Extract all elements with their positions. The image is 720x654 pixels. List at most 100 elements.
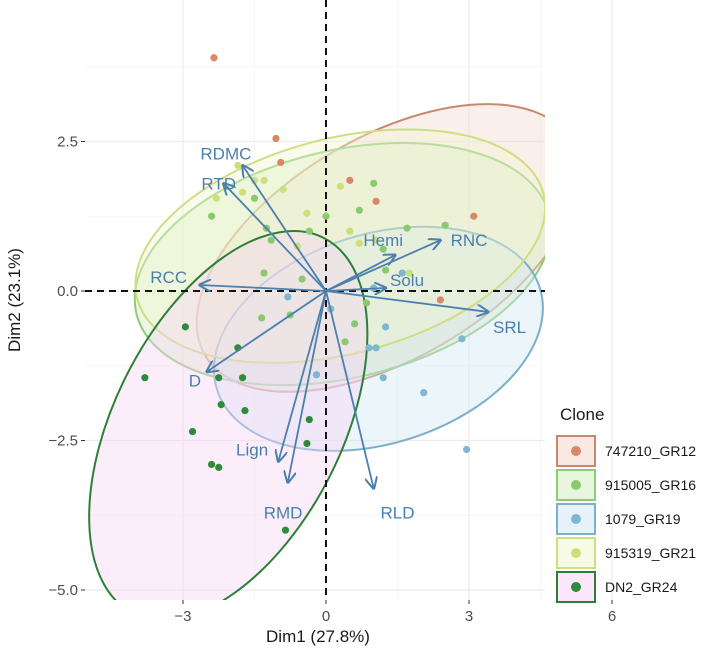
legend: Clone 747210_GR12 915005_GR16 1079_GR19 915… (556, 405, 696, 603)
y-tick-label: 0.0 (57, 283, 78, 300)
label-solu: Solu (390, 271, 424, 290)
point-DN2_GR24 (181, 323, 189, 331)
point-915005_GR16 (322, 212, 330, 220)
arrow-rnc (325, 240, 440, 292)
arrow-rtd (224, 183, 327, 292)
point-747210_GR12 (210, 54, 218, 62)
arrow-srl (325, 290, 488, 312)
label-rmd: RMD (264, 503, 303, 522)
point-DN2_GR24 (303, 439, 311, 448)
point-915005_GR16 (370, 179, 378, 187)
confidence-ellipses (88, 103, 545, 600)
point-915319_GR21 (336, 182, 344, 190)
arrow-rdmc (243, 165, 327, 292)
legend-point-747210_GR12 (571, 446, 581, 456)
point-915005_GR16 (260, 269, 268, 277)
point-747210_GR12 (470, 212, 478, 220)
point-DN2_GR24 (281, 526, 290, 534)
point-915319_GR21 (372, 236, 380, 244)
ellipse-DN2_GR24 (88, 230, 369, 600)
legend-key-915005_GR16 (556, 469, 596, 501)
point-1079_GR19 (463, 445, 471, 454)
point-915319_GR21 (260, 176, 268, 184)
point-915319_GR21 (212, 194, 220, 202)
label-d: D (189, 372, 201, 391)
point-DN2_GR24 (141, 374, 149, 382)
label-hemi: Hemi (363, 231, 403, 250)
legend-title: Clone (560, 405, 604, 424)
arrow-d (207, 290, 327, 372)
point-915319_GR21 (355, 239, 363, 247)
point-915005_GR16 (298, 275, 306, 283)
x-tick-label: −3 (174, 608, 191, 625)
label-rnc: RNC (451, 231, 488, 250)
label-srl: SRL (493, 318, 526, 337)
label-rld: RLD (380, 503, 414, 522)
point-1079_GR19 (365, 344, 373, 352)
variable-arrows: RDMC RTD Hemi RNC RCC Solu SRL D Lign RMD RLD (150, 144, 526, 522)
arrow-rld (325, 290, 374, 488)
point-915005_GR16 (441, 221, 449, 229)
point-915005_GR16 (362, 299, 371, 307)
legend-label-747210_GR12: 747210_GR12 (605, 443, 696, 459)
label-lign: Lign (236, 440, 268, 459)
legend-point-915005_GR16 (571, 480, 581, 490)
x-tick-label: 6 (608, 608, 616, 625)
y-axis-title: Dim2 (23.1%) (5, 248, 24, 352)
point-747210_GR12 (277, 158, 285, 167)
point-747210_GR12 (436, 296, 445, 304)
point-915005_GR16 (258, 314, 266, 322)
label-rcc: RCC (150, 268, 187, 287)
point-1079_GR19 (381, 323, 390, 331)
point-DN2_GR24 (238, 374, 247, 382)
y-tick-label: −5.0 (48, 582, 78, 599)
point-DN2_GR24 (215, 374, 223, 382)
point-915319_GR21 (238, 188, 247, 196)
point-1079_GR19 (420, 389, 428, 397)
point-915005_GR16 (267, 236, 275, 244)
point-915319_GR21 (279, 185, 287, 193)
point-915005_GR16 (351, 320, 359, 328)
point-1079_GR19 (284, 293, 292, 301)
point-1079_GR19 (458, 335, 466, 343)
axis-ticks: −3 0 3 6 −5.0 −2.5 0.0 2.5 (48, 134, 616, 626)
ellipse-747210_GR12 (195, 103, 545, 393)
x-tick-label: 0 (322, 608, 330, 625)
legend-label-915319_GR21: 915319_GR21 (605, 545, 696, 561)
point-747210_GR12 (372, 197, 380, 205)
point-1079_GR19 (312, 371, 321, 379)
point-915005_GR16 (403, 224, 411, 232)
x-axis-title: Dim1 (27.8%) (266, 627, 370, 646)
legend-point-915319_GR21 (571, 548, 581, 558)
point-915005_GR16 (355, 206, 363, 214)
point-915319_GR21 (405, 269, 414, 277)
point-1079_GR19 (372, 344, 380, 352)
arrow-solu (325, 288, 386, 291)
point-DN2_GR24 (241, 407, 249, 415)
point-915319_GR21 (346, 227, 354, 235)
point-915005_GR16 (250, 194, 259, 202)
x-tick-label: 3 (465, 608, 473, 625)
y-tick-label: 2.5 (57, 134, 78, 151)
label-rtd: RTD (201, 174, 236, 193)
point-1079_GR19 (379, 374, 387, 382)
legend-point-DN2_GR24 (571, 582, 581, 592)
point-DN2_GR24 (305, 415, 313, 424)
y-tick-label: −2.5 (48, 433, 78, 450)
legend-label-1079_GR19: 1079_GR19 (605, 511, 681, 527)
point-747210_GR12 (346, 176, 354, 184)
arrow-rcc (200, 285, 327, 292)
point-915005_GR16 (207, 212, 216, 220)
arrow-rmd (288, 290, 327, 482)
point-915005_GR16 (379, 245, 387, 253)
legend-label-DN2_GR24: DN2_GR24 (605, 579, 678, 595)
label-rdmc: RDMC (200, 144, 251, 163)
point-DN2_GR24 (188, 427, 197, 436)
arrow-lign (278, 290, 327, 461)
point-DN2_GR24 (215, 463, 223, 472)
ellipse-915005_GR16 (133, 142, 545, 387)
legend-key-1079_GR19 (556, 503, 596, 535)
legend-point-1079_GR19 (571, 514, 581, 524)
point-915319_GR21 (303, 209, 311, 217)
